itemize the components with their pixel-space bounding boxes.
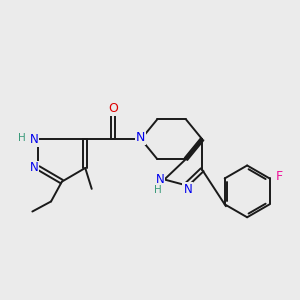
Text: N: N [29, 161, 38, 175]
Text: F: F [276, 170, 283, 183]
Text: N: N [183, 183, 192, 196]
Text: H: H [154, 185, 162, 195]
Text: N: N [29, 133, 38, 146]
Text: N: N [136, 131, 145, 144]
Text: O: O [108, 102, 118, 115]
Text: H: H [18, 134, 26, 143]
Text: N: N [156, 173, 164, 186]
